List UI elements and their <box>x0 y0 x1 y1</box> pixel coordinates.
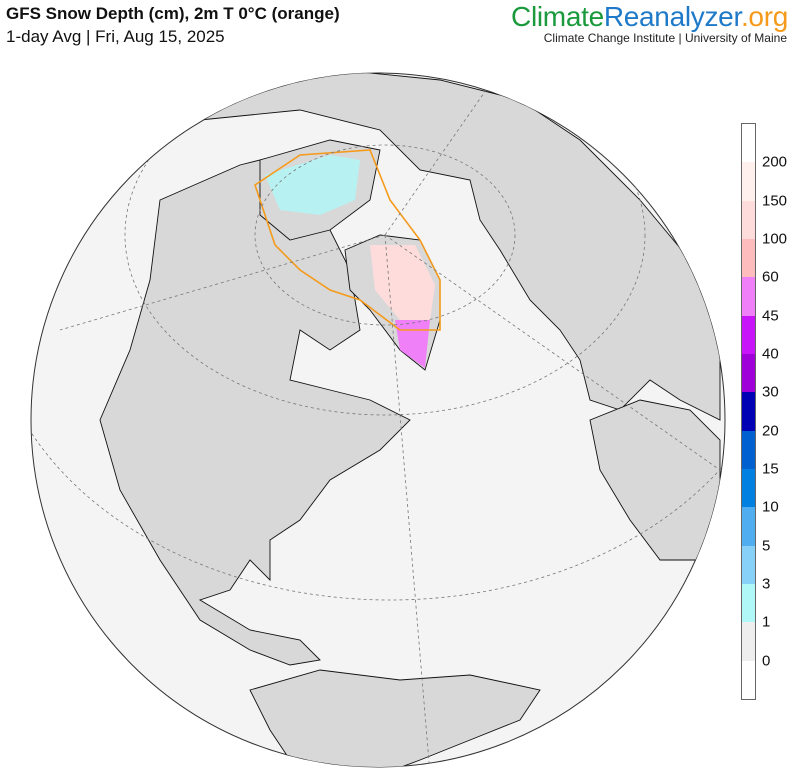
colorbar-segment <box>742 430 755 469</box>
snow-greenland-edge <box>395 320 430 368</box>
map-subtitle: 1-day Avg | Fri, Aug 15, 2025 <box>6 27 225 46</box>
snow-canadian-arctic <box>265 155 360 215</box>
freezing-contour <box>254 149 441 331</box>
colorbar-segment <box>742 277 755 316</box>
colorbar-segment <box>742 124 755 163</box>
colorbar-segment <box>742 238 755 278</box>
colorbar-segment <box>742 545 755 584</box>
map-title: GFS Snow Depth (cm), 2m T 0°C (orange) <box>6 4 340 23</box>
colorbar-label: 0 <box>762 652 771 670</box>
colorbar-segment <box>742 468 755 508</box>
colorbar-label: 10 <box>762 498 779 516</box>
colorbar-label: 60 <box>762 268 779 286</box>
brand-part-2: Reanalyzer <box>603 1 741 32</box>
colorbar-segment <box>742 315 755 354</box>
colorbar-segment <box>742 660 755 699</box>
brand-logo[interactable]: ClimateReanalyzer.org <box>511 1 788 33</box>
colorbar-label: 40 <box>762 345 779 363</box>
colorbar-label: 20 <box>762 422 779 440</box>
land-south-america <box>249 669 541 767</box>
colorbar-segment <box>742 622 755 661</box>
institution-text: Climate Change Institute | University of… <box>543 31 787 45</box>
colorbar-label: 100 <box>762 230 788 248</box>
brand-part-1: Climate <box>511 1 604 32</box>
colorbar-label: 3 <box>762 575 771 593</box>
colorbar-label: 200 <box>762 153 788 171</box>
colorbar-label: 30 <box>762 383 779 401</box>
colorbar-segment <box>742 200 755 239</box>
colorbar-label: 150 <box>762 192 788 210</box>
snow-greenland-deep <box>370 245 435 320</box>
colorbar-label: 45 <box>762 307 779 325</box>
colorbar-segment <box>742 392 755 431</box>
brand-tld: .org <box>740 1 788 32</box>
colorbar-segment <box>742 162 755 201</box>
colorbar-segment <box>742 507 755 546</box>
colorbar-segment <box>742 583 755 623</box>
colorbar-label: 1 <box>762 613 771 631</box>
colorbar-label: 5 <box>762 537 771 555</box>
colorbar <box>741 123 756 700</box>
colorbar-label: 15 <box>762 460 779 478</box>
colorbar-segment <box>742 353 755 393</box>
